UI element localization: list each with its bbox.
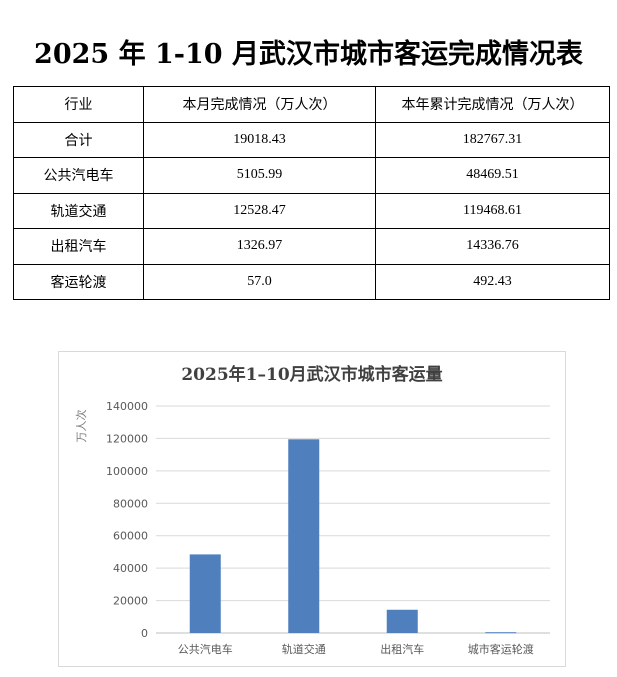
table-row: 客运轮渡 57.0 492.43 — [13, 263, 610, 300]
x-tick-label: 轨道交通 — [282, 642, 326, 656]
x-tick-label: 城市客运轮渡 — [468, 642, 534, 656]
y-axis-label: 万人次 — [74, 410, 88, 443]
cell-value: 119468.61 — [375, 192, 610, 229]
column-header: 本月完成情况（万人次） — [143, 86, 376, 123]
chart-svg: 2025年1–10月武汉市城市客运量 万人次 0 20000 40000 60000 8… — [74, 364, 550, 656]
table-row: 轨道交通 12528.47 119468.61 — [13, 192, 610, 229]
y-tick-label: 20000 — [113, 595, 148, 608]
table-row: 公共汽电车 5105.99 48469.51 — [13, 157, 610, 194]
chart-title: 2025年1–10月武汉市城市客运量 — [181, 364, 442, 385]
y-tick-label: 0 — [141, 627, 148, 640]
y-tick-label: 80000 — [113, 497, 148, 510]
row-label: 合计 — [13, 121, 144, 158]
row-label: 客运轮渡 — [13, 263, 144, 300]
page-title: 2025 年 1-10 月武汉市城市客运完成情况表 — [34, 39, 583, 70]
y-tick-label: 120000 — [106, 432, 148, 445]
bar — [485, 632, 517, 634]
bar — [288, 439, 320, 633]
cell-value: 1326.97 — [143, 228, 376, 265]
summary-table: 行业 本月完成情况（万人次） 本年累计完成情况（万人次） 合计 19018.43 1827… — [13, 86, 610, 300]
cell-value: 492.43 — [375, 263, 610, 300]
cell-value: 5105.99 — [143, 157, 376, 194]
cell-value: 182767.31 — [375, 121, 610, 158]
row-label: 出租汽车 — [13, 228, 144, 265]
column-header: 行业 — [13, 86, 144, 123]
column-header: 本年累计完成情况（万人次） — [375, 86, 610, 123]
x-tick-label: 出租汽车 — [380, 642, 424, 656]
cell-value: 14336.76 — [375, 228, 610, 265]
cell-value: 57.0 — [143, 263, 376, 300]
bar — [386, 609, 418, 633]
table-row: 合计 19018.43 182767.31 — [13, 121, 610, 158]
bar-chart: 2025年1–10月武汉市城市客运量 万人次 0 20000 40000 60000 8… — [58, 351, 566, 667]
y-tick-label: 100000 — [106, 465, 148, 478]
row-label: 公共汽电车 — [13, 157, 144, 194]
header-row: 行业 本月完成情况（万人次） 本年累计完成情况（万人次） — [13, 86, 610, 123]
y-tick-label: 140000 — [106, 400, 148, 413]
cell-value: 48469.51 — [375, 157, 610, 194]
x-tick-label: 公共汽电车 — [178, 642, 233, 656]
y-tick-label: 40000 — [113, 562, 148, 575]
row-label: 轨道交通 — [13, 192, 144, 229]
cell-value: 19018.43 — [143, 121, 376, 158]
cell-value: 12528.47 — [143, 192, 376, 229]
y-tick-label: 60000 — [113, 530, 148, 543]
table-row: 出租汽车 1326.97 14336.76 — [13, 228, 610, 265]
bar — [189, 554, 221, 633]
